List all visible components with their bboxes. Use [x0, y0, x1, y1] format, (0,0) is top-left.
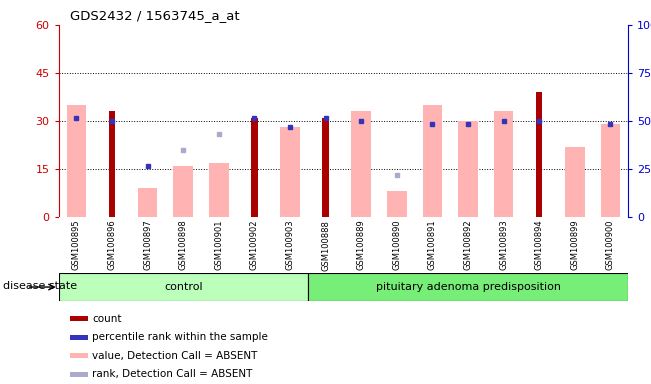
Bar: [352, 111, 371, 217]
Bar: [66, 105, 86, 217]
Text: pituitary adenoma predisposition: pituitary adenoma predisposition: [376, 282, 561, 292]
Bar: [70, 353, 88, 358]
Text: GSM100901: GSM100901: [214, 220, 223, 270]
Bar: [209, 162, 229, 217]
Text: GDS2432 / 1563745_a_at: GDS2432 / 1563745_a_at: [70, 9, 240, 22]
Bar: [422, 105, 442, 217]
Text: GSM100900: GSM100900: [606, 220, 615, 270]
Bar: [70, 372, 88, 377]
Bar: [109, 111, 115, 217]
Bar: [251, 118, 258, 217]
Bar: [70, 316, 88, 321]
Text: GSM100894: GSM100894: [534, 220, 544, 270]
Text: GSM100895: GSM100895: [72, 220, 81, 270]
Bar: [280, 127, 300, 217]
Text: GSM100889: GSM100889: [357, 220, 366, 270]
Text: control: control: [164, 282, 202, 292]
Bar: [494, 111, 514, 217]
Text: GSM100892: GSM100892: [464, 220, 473, 270]
Bar: [59, 273, 308, 301]
Text: GSM100893: GSM100893: [499, 220, 508, 270]
Bar: [322, 118, 329, 217]
Bar: [70, 334, 88, 339]
Text: GSM100890: GSM100890: [393, 220, 401, 270]
Text: GSM100897: GSM100897: [143, 220, 152, 270]
Text: GSM100899: GSM100899: [570, 220, 579, 270]
Bar: [387, 191, 407, 217]
Text: value, Detection Call = ABSENT: value, Detection Call = ABSENT: [92, 351, 257, 361]
Text: count: count: [92, 314, 122, 324]
Text: GSM100898: GSM100898: [178, 220, 187, 270]
Bar: [458, 121, 478, 217]
Text: rank, Detection Call = ABSENT: rank, Detection Call = ABSENT: [92, 369, 253, 379]
Text: GSM100902: GSM100902: [250, 220, 259, 270]
Bar: [601, 124, 620, 217]
Text: GSM100896: GSM100896: [107, 220, 117, 270]
Text: disease state: disease state: [3, 281, 77, 291]
Bar: [565, 147, 585, 217]
Text: GSM100888: GSM100888: [321, 220, 330, 270]
Bar: [173, 166, 193, 217]
Text: GSM100891: GSM100891: [428, 220, 437, 270]
Bar: [138, 188, 158, 217]
Bar: [536, 92, 542, 217]
Text: percentile rank within the sample: percentile rank within the sample: [92, 332, 268, 342]
Bar: [308, 273, 628, 301]
Text: GSM100903: GSM100903: [286, 220, 294, 270]
